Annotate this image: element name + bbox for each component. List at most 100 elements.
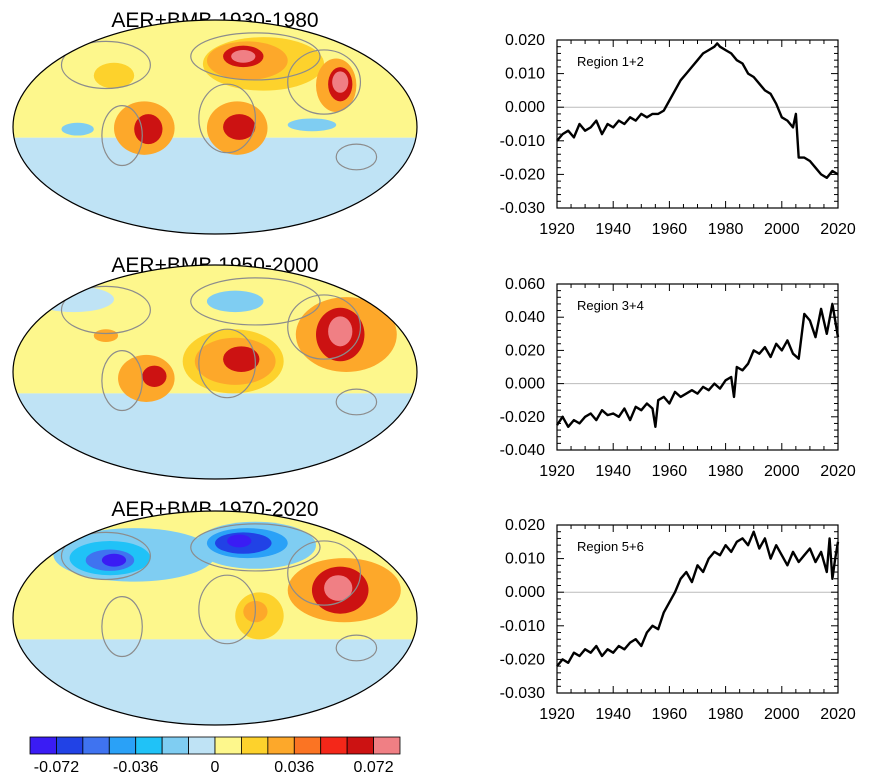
colorbar-box: [29, 736, 57, 755]
series-line: [556, 530, 840, 667]
x-tick-label: 1980: [708, 706, 744, 723]
coastline: [60, 531, 151, 581]
map-panel-3: AER+BMB 1970-2020: [12, 498, 418, 726]
colorbar-box: [108, 736, 137, 755]
region-label: Region 5+6: [577, 539, 644, 554]
map-outline-1: [12, 19, 418, 235]
map-field-patch: [142, 365, 167, 387]
timeseries-panel-3: 1920 1940 1960 1980 2000 2020 -0.030 -0.020 -0.0…: [500, 517, 856, 723]
x-tick-label: 2020: [820, 463, 856, 480]
y-tick-label: -0.010: [500, 618, 545, 635]
coastline: [198, 83, 256, 154]
map-field-patch: [223, 346, 260, 372]
y-tick-label: -0.020: [500, 409, 545, 426]
map-panel-2: AER+BMB 1950-2000: [12, 254, 418, 480]
map-outline-2: [12, 264, 418, 480]
series-line: [556, 42, 839, 179]
colorbar-box: [267, 736, 295, 755]
colorbar-label: -0.036: [113, 759, 158, 776]
colorbar-box: [373, 736, 401, 755]
map-field-patch: [33, 286, 114, 313]
coastline: [101, 104, 143, 167]
colorbar-box: [214, 736, 242, 755]
colorbar-label: 0: [211, 759, 220, 776]
colorbar-label: 0.036: [274, 759, 314, 776]
y-tick-label: 0.000: [505, 376, 545, 393]
map-field-patch: [231, 49, 256, 63]
map-field-patch: [13, 639, 417, 725]
coastline: [287, 540, 362, 606]
colorbar-box: [346, 736, 374, 755]
coastline: [335, 143, 378, 171]
map-field-patch: [223, 114, 256, 140]
x-tick-label: 2000: [764, 221, 800, 238]
coastline: [287, 294, 362, 360]
y-tick-label: -0.010: [500, 133, 545, 150]
colorbar-labels: -0.072 -0.036 0 0.036 0.072: [34, 759, 394, 776]
coastline: [101, 350, 143, 412]
y-tick-label: -0.030: [500, 685, 545, 702]
x-tick-label: 2020: [820, 706, 856, 723]
map-panel-1: AER+BMB 1930-1980: [12, 9, 418, 235]
map-field-2: [13, 265, 417, 479]
map-field-patch: [227, 534, 252, 548]
coastline: [287, 49, 362, 115]
coastline: [198, 574, 256, 645]
y-tick-label: 0.060: [505, 276, 545, 293]
colorbar-box: [293, 736, 322, 755]
x-tick-label: 1980: [708, 221, 744, 238]
y-tick-label: 0.040: [505, 309, 545, 326]
x-tick-label: 1960: [652, 463, 688, 480]
map-field-patch: [61, 122, 94, 136]
colorbar-box: [161, 736, 189, 755]
y-tick-label: -0.030: [500, 200, 545, 217]
x-tick-label: 1940: [595, 463, 631, 480]
x-tick-label: 1920: [539, 221, 575, 238]
colorbar-box: [188, 736, 216, 755]
x-tick-label: 2020: [820, 221, 856, 238]
colorbar-box: [82, 736, 110, 755]
map-field-patch: [332, 71, 349, 93]
coastline: [190, 32, 321, 81]
coastline: [335, 634, 378, 662]
timeseries-panel-2: 1920 1940 1960 1980 2000 2020 -0.040 -0.020 0.00…: [500, 276, 856, 480]
y-tick-label: 0.020: [505, 32, 545, 49]
map-field-patch: [324, 575, 353, 601]
coastline: [60, 285, 151, 335]
colorbar-box: [135, 736, 163, 755]
map-field-patch: [101, 553, 127, 567]
colorbar: -0.072 -0.036 0 0.036 0.072: [29, 736, 401, 776]
y-tick-label: 0.000: [505, 99, 545, 116]
timeseries-panel-1: 1920 1940 1960 1980 2000 2020 -0.030 -0.020 -0.0…: [500, 32, 856, 238]
x-tick-label: 1940: [595, 221, 631, 238]
x-tick-label: 1960: [652, 221, 688, 238]
map-field-patch: [287, 118, 337, 132]
map-field-patch: [206, 290, 264, 313]
coastline: [190, 277, 321, 326]
x-tick-label: 1980: [708, 463, 744, 480]
colorbar-box: [56, 736, 84, 755]
y-tick-label: 0.020: [505, 517, 545, 534]
y-tick-label: -0.040: [500, 442, 545, 459]
x-tick-label: 2000: [764, 463, 800, 480]
y-tick-label: 0.000: [505, 584, 545, 601]
coastline: [190, 523, 321, 572]
y-tick-label: 0.010: [505, 551, 545, 568]
colorbar-boxes: [29, 736, 401, 755]
x-tick-label: 2000: [764, 706, 800, 723]
region-label: Region 3+4: [577, 298, 644, 313]
x-tick-label: 1920: [539, 463, 575, 480]
map-field-3: [13, 511, 417, 725]
coastline: [101, 595, 143, 658]
x-tick-label: 1960: [652, 706, 688, 723]
series-line: [556, 302, 840, 428]
colorbar-box: [241, 736, 269, 755]
region-label: Region 1+2: [577, 54, 644, 69]
coastline: [60, 40, 151, 90]
colorbar-label: -0.072: [34, 759, 79, 776]
y-tick-label: 0.020: [505, 342, 545, 359]
y-tick-label: -0.020: [500, 651, 545, 668]
y-tick-label: -0.020: [500, 166, 545, 183]
map-field-patch: [93, 329, 119, 343]
